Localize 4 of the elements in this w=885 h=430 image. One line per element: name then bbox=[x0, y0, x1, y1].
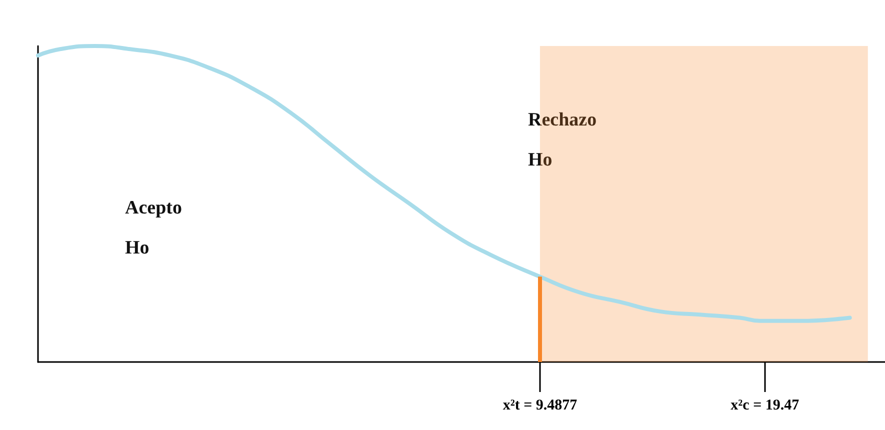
annotation: Rechazo Ho bbox=[528, 110, 597, 170]
annotation: Acepto Ho bbox=[125, 198, 182, 258]
x-tick-label: x²t = 9.4877 bbox=[502, 398, 578, 414]
x-tick-label: x²c = 19.47 bbox=[730, 398, 800, 414]
